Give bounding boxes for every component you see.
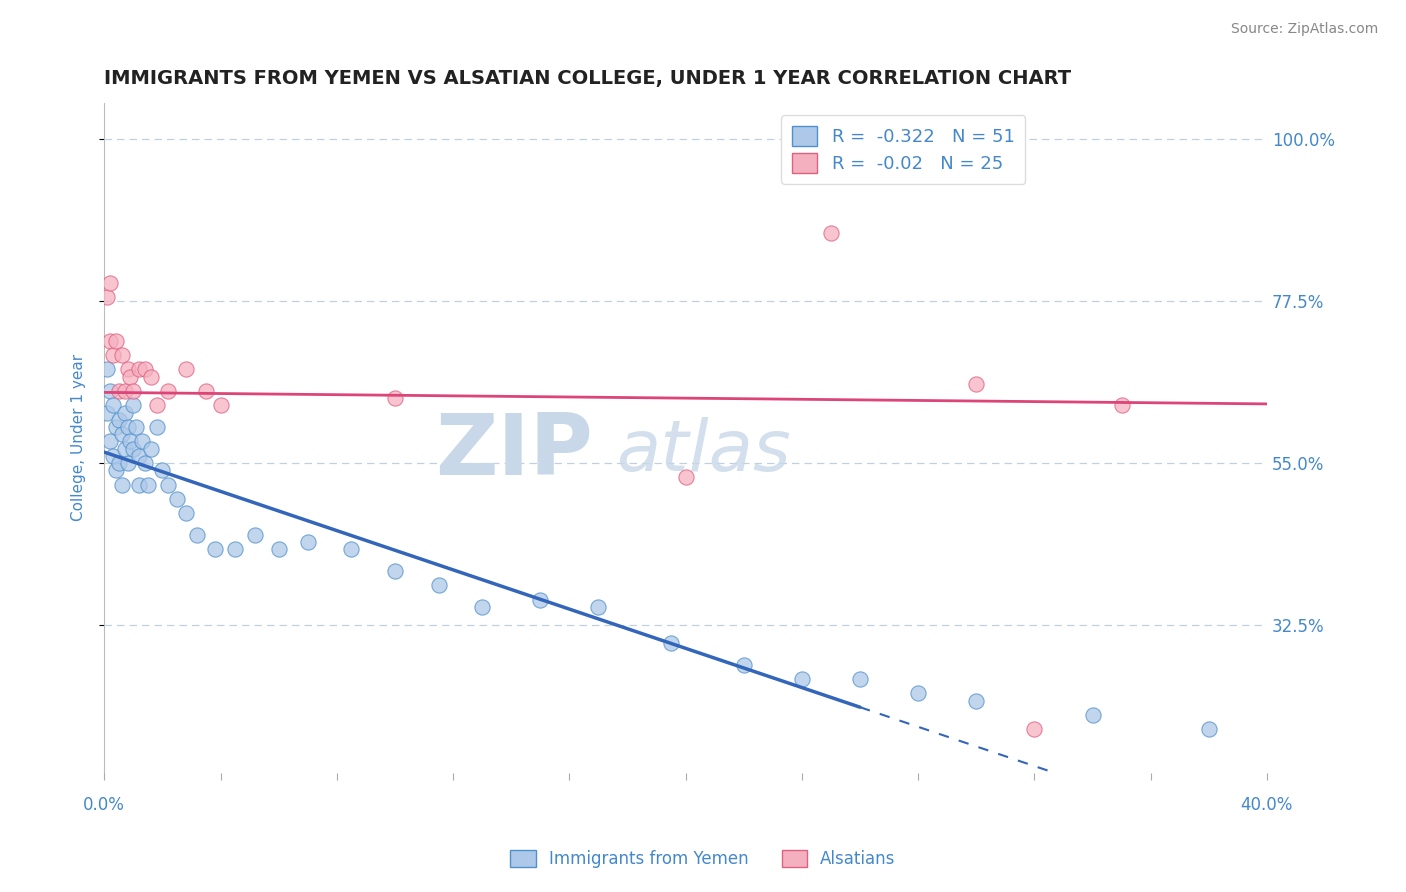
Point <box>1198 723 1220 737</box>
Point <box>111 477 134 491</box>
Point <box>157 477 180 491</box>
Point <box>145 398 167 412</box>
Point <box>245 528 267 542</box>
Point <box>139 442 162 456</box>
Legend: Immigrants from Yemen, Alsatians: Immigrants from Yemen, Alsatians <box>503 843 903 875</box>
Point <box>209 398 232 412</box>
Point <box>965 693 987 707</box>
Point <box>204 542 226 557</box>
Point <box>790 672 813 686</box>
Point <box>101 449 124 463</box>
Point <box>186 528 208 542</box>
Point <box>152 463 174 477</box>
Point <box>104 420 127 434</box>
Point <box>907 686 929 700</box>
Text: IMMIGRANTS FROM YEMEN VS ALSATIAN COLLEGE, UNDER 1 YEAR CORRELATION CHART: IMMIGRANTS FROM YEMEN VS ALSATIAN COLLEG… <box>104 69 1071 87</box>
Legend: R =  -0.322   N = 51, R =  -0.02   N = 25: R = -0.322 N = 51, R = -0.02 N = 25 <box>782 115 1025 184</box>
Point <box>98 434 121 449</box>
Point <box>117 456 139 470</box>
Point <box>1111 398 1133 412</box>
Point <box>224 542 246 557</box>
Point <box>471 599 494 614</box>
Point <box>114 405 136 419</box>
Point <box>1024 723 1046 737</box>
Point <box>1081 707 1104 722</box>
Point <box>427 578 450 592</box>
Point <box>297 535 319 549</box>
Point <box>98 276 121 290</box>
Point <box>134 362 156 376</box>
Y-axis label: College, Under 1 year: College, Under 1 year <box>72 354 86 521</box>
Point <box>96 290 118 304</box>
Point <box>659 636 682 650</box>
Point <box>157 384 180 398</box>
Point <box>128 477 150 491</box>
Point <box>174 506 197 520</box>
Point <box>820 226 842 240</box>
Point <box>384 391 406 405</box>
Point <box>128 449 150 463</box>
Point <box>139 369 162 384</box>
Point <box>131 434 153 449</box>
Point <box>174 362 197 376</box>
Point <box>104 463 127 477</box>
Point <box>384 564 406 578</box>
Point <box>104 334 127 348</box>
Point <box>96 362 118 376</box>
Point <box>122 384 145 398</box>
Point <box>529 592 551 607</box>
Point <box>111 427 134 442</box>
Text: atlas: atlas <box>616 417 790 485</box>
Point <box>849 672 872 686</box>
Point <box>122 442 145 456</box>
Text: Source: ZipAtlas.com: Source: ZipAtlas.com <box>1230 22 1378 37</box>
Point <box>96 405 118 419</box>
Point <box>267 542 290 557</box>
Point <box>675 470 697 484</box>
Point <box>195 384 218 398</box>
Point <box>120 434 142 449</box>
Point <box>166 491 188 506</box>
Point <box>588 599 610 614</box>
Point <box>733 657 755 672</box>
Point <box>108 384 131 398</box>
Text: ZIP: ZIP <box>434 409 592 492</box>
Point <box>122 398 145 412</box>
Point <box>108 456 131 470</box>
Point <box>136 477 159 491</box>
Point <box>117 362 139 376</box>
Point <box>114 384 136 398</box>
Point <box>114 442 136 456</box>
Text: 40.0%: 40.0% <box>1240 796 1294 814</box>
Point <box>145 420 167 434</box>
Text: 0.0%: 0.0% <box>83 796 125 814</box>
Point <box>120 369 142 384</box>
Point <box>134 456 156 470</box>
Point <box>340 542 363 557</box>
Point <box>128 362 150 376</box>
Point <box>108 413 131 427</box>
Point <box>125 420 148 434</box>
Point <box>111 348 134 362</box>
Point <box>98 334 121 348</box>
Point <box>98 384 121 398</box>
Point <box>117 420 139 434</box>
Point <box>965 376 987 391</box>
Point <box>101 398 124 412</box>
Point <box>101 348 124 362</box>
